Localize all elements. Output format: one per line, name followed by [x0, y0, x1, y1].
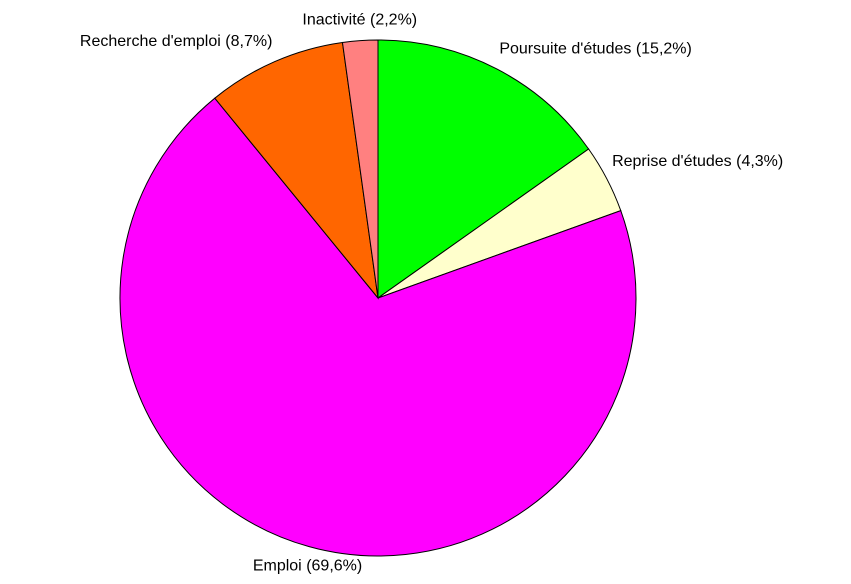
slice-label: Inactivité (2,2%) [302, 12, 417, 29]
slice-value: (15,2%) [636, 41, 692, 58]
slice-label: Poursuite d'études (15,2%) [499, 41, 692, 58]
pie-slice [214, 41, 379, 300]
slice-label: Recherche d'emploi (8,7%) [80, 33, 272, 50]
slice-label: Emploi (69,6%) [253, 557, 362, 574]
slice-value: (4,3%) [736, 153, 783, 170]
slice-category: Poursuite d'études [499, 41, 631, 58]
slice-category: Inactivité [302, 12, 365, 29]
pie-slice [341, 39, 379, 299]
slice-label: Reprise d'études (4,3%) [612, 153, 783, 170]
slice-category: Recherche d'emploi [80, 33, 221, 50]
slice-category: Emploi [253, 557, 302, 574]
slice-value: (69,6%) [306, 557, 362, 574]
slice-value: (2,2%) [370, 12, 417, 29]
slice-category: Reprise d'études [612, 153, 732, 170]
pie-slice [119, 97, 637, 557]
slice-value: (8,7%) [225, 33, 272, 50]
pie-slice [377, 39, 590, 299]
